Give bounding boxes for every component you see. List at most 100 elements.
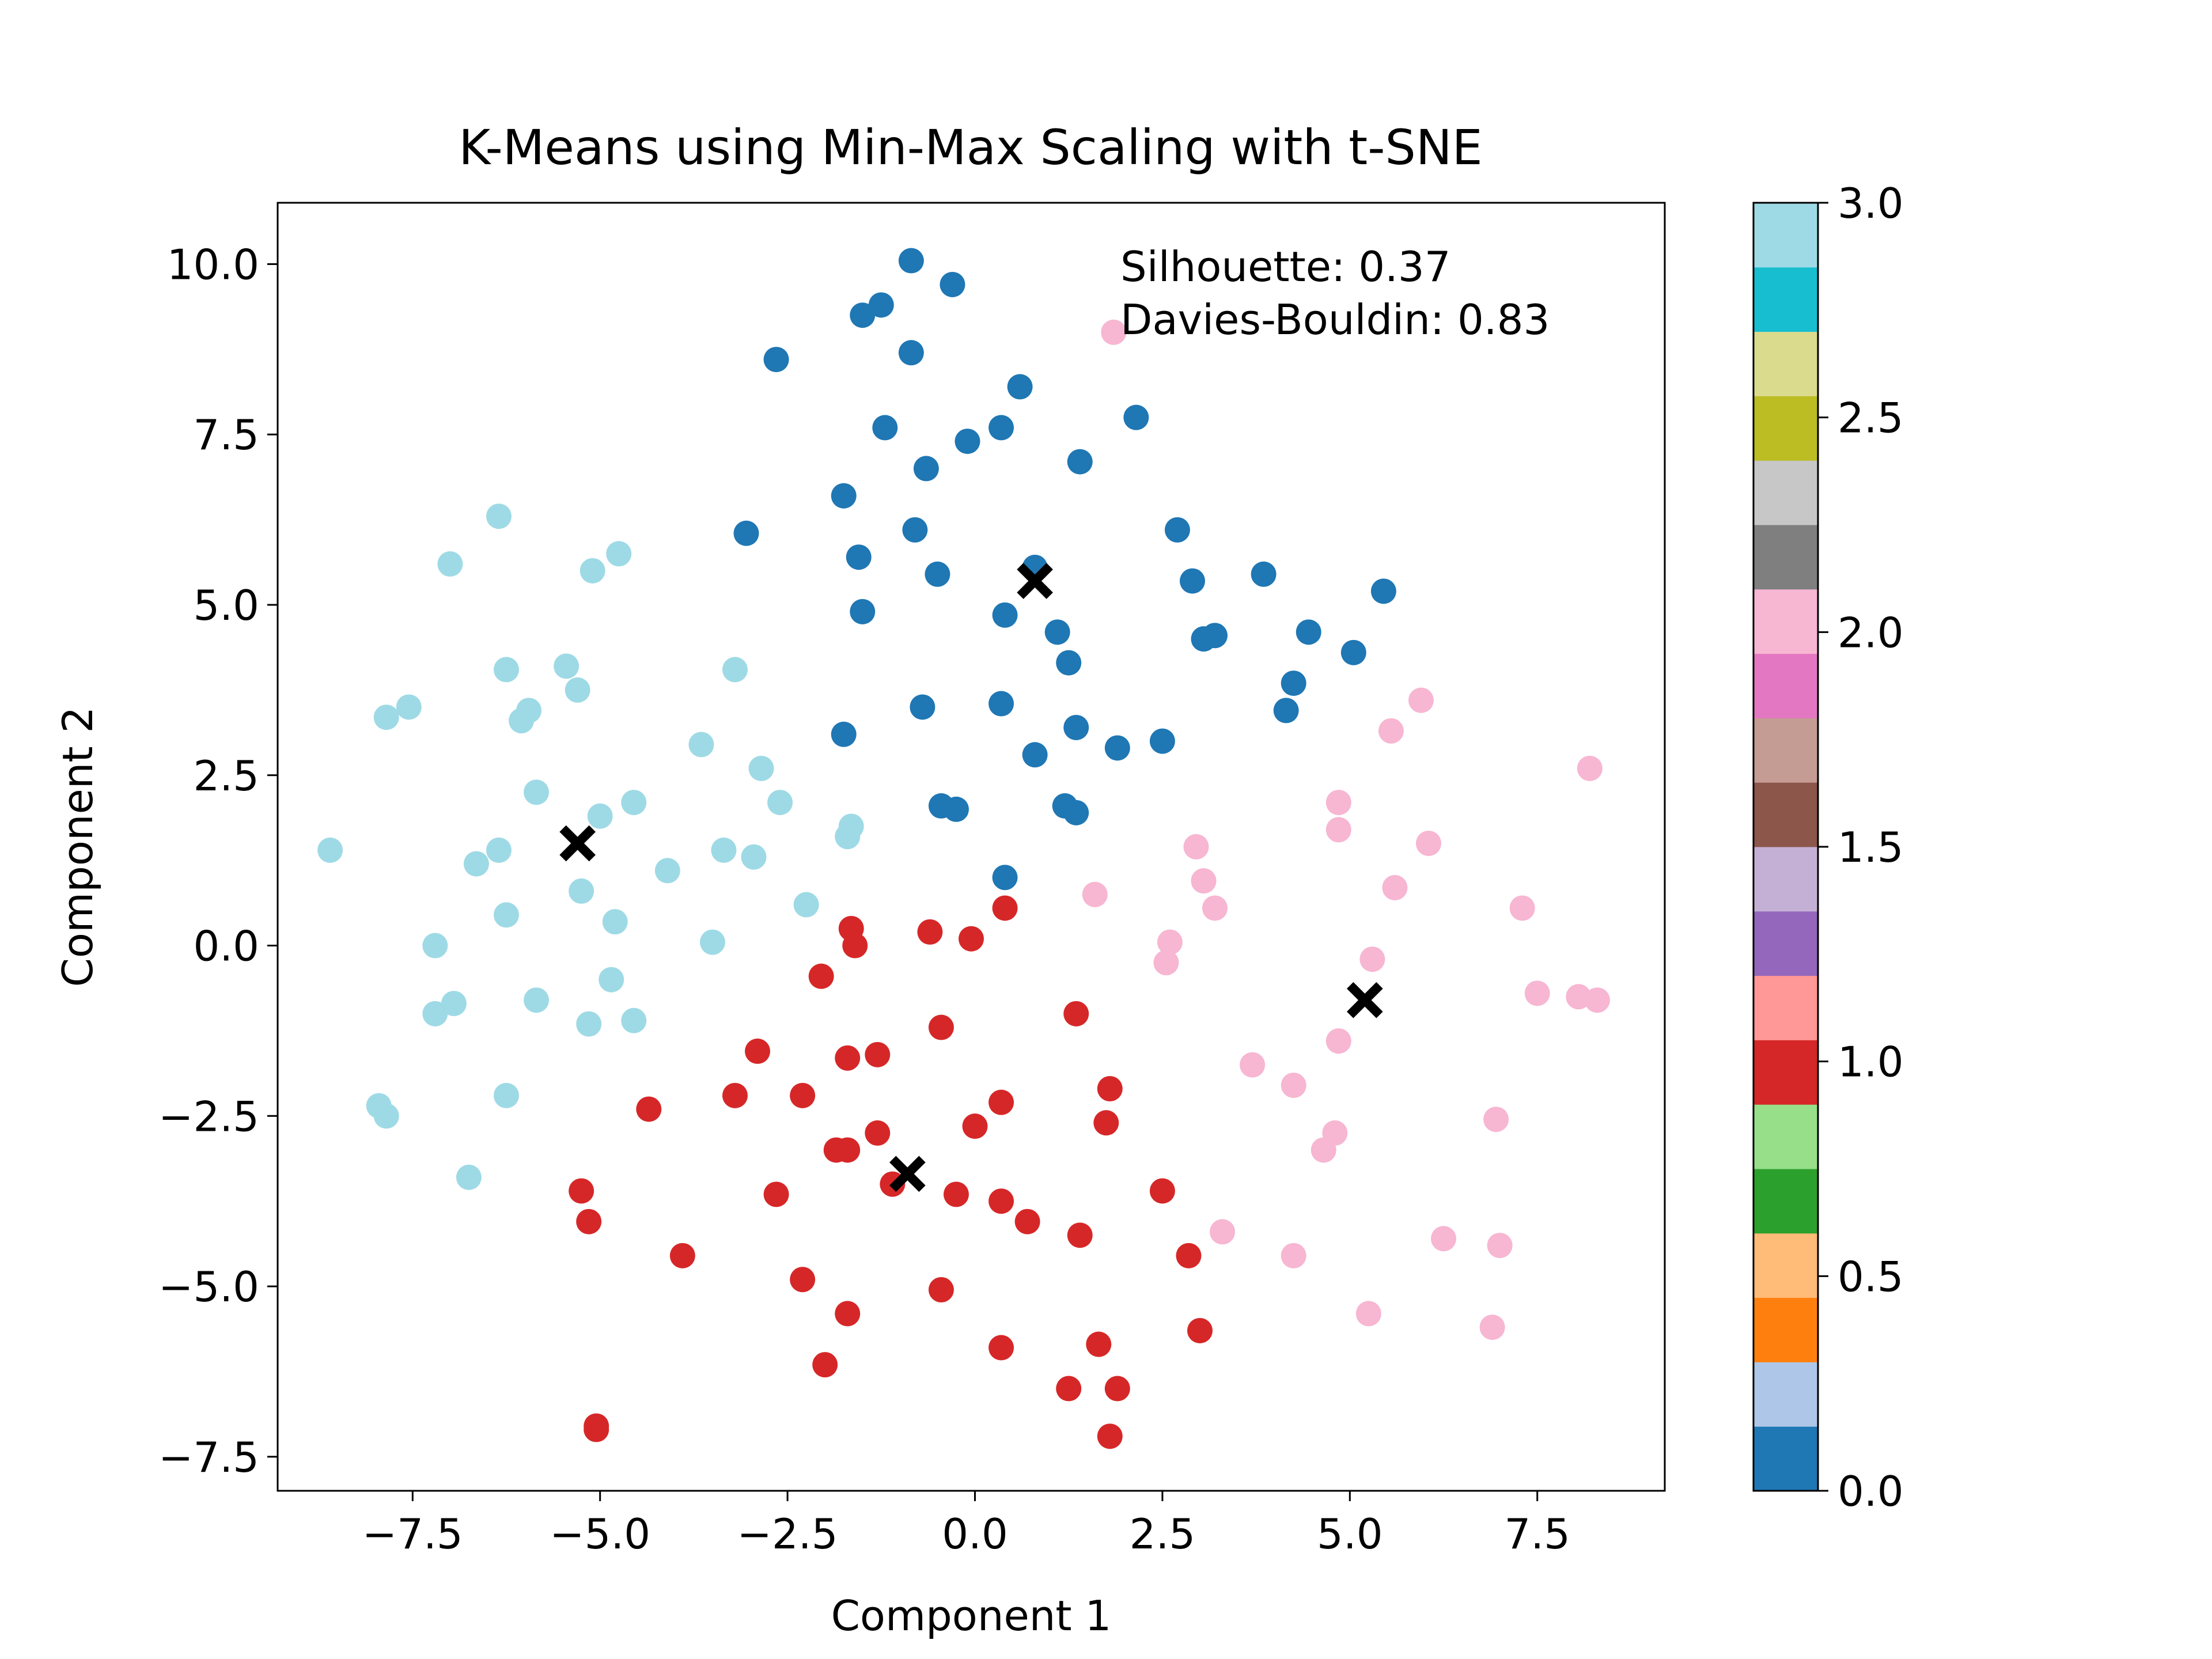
data-point-cluster-3 (699, 929, 725, 955)
data-point-cluster-3 (524, 987, 550, 1013)
centroid-marker-0 (1017, 563, 1053, 599)
data-point-cluster-3 (602, 909, 628, 935)
colorbar-tick-label: 2.0 (1838, 608, 1904, 657)
data-point-cluster-3 (621, 1007, 647, 1033)
data-point-cluster-3 (621, 790, 647, 816)
data-point-cluster-2 (1240, 1052, 1266, 1078)
colorbar-segment (1753, 1362, 1818, 1427)
data-point-cluster-3 (493, 902, 519, 928)
data-point-cluster-0 (988, 415, 1014, 441)
data-point-cluster-1 (1176, 1243, 1202, 1268)
data-point-cluster-0 (1164, 517, 1190, 543)
data-point-cluster-1 (1056, 1376, 1082, 1402)
data-point-cluster-0 (898, 248, 924, 274)
data-point-cluster-3 (486, 503, 512, 529)
data-point-cluster-1 (962, 1113, 988, 1139)
data-point-cluster-2 (1584, 987, 1610, 1013)
data-point-cluster-1 (959, 926, 984, 952)
data-point-cluster-3 (493, 1082, 519, 1108)
data-point-cluster-1 (988, 1335, 1014, 1361)
data-point-cluster-1 (745, 1038, 771, 1064)
x-tick-label: −7.5 (362, 1510, 463, 1558)
colorbar-tick-label: 1.5 (1838, 823, 1904, 872)
data-point-cluster-1 (928, 1277, 954, 1302)
x-tick-label: 0.0 (942, 1510, 1008, 1558)
x-tick-label: 2.5 (1130, 1510, 1196, 1558)
data-point-cluster-0 (1104, 735, 1130, 761)
data-point-cluster-2 (1524, 980, 1550, 1006)
colorbar-segment (1753, 718, 1818, 783)
data-point-cluster-0 (1063, 800, 1089, 825)
data-point-cluster-3 (748, 755, 774, 781)
data-point-cluster-0 (1251, 561, 1277, 587)
data-point-cluster-1 (636, 1096, 662, 1122)
data-point-cluster-3 (741, 844, 767, 870)
data-point-cluster-2 (1153, 950, 1179, 976)
data-point-cluster-2 (1378, 718, 1404, 744)
colorbar-segment (1753, 331, 1818, 396)
data-point-cluster-2 (1191, 868, 1217, 894)
data-point-cluster-0 (1007, 374, 1033, 400)
colorbar-segment (1753, 589, 1818, 654)
data-point-cluster-2 (1325, 790, 1351, 816)
colorbar: 0.0 0.5 1.0 1.5 2.0 2.5 3.0 (1752, 179, 1904, 1516)
data-point-cluster-0 (1056, 650, 1082, 676)
data-point-cluster-0 (1281, 671, 1306, 696)
data-point-cluster-3 (373, 704, 399, 730)
centroid-marker-2 (1347, 982, 1383, 1018)
data-point-cluster-3 (396, 694, 422, 720)
colorbar-segment (1753, 396, 1818, 461)
data-point-cluster-0 (1340, 639, 1366, 665)
data-point-cluster-0 (831, 483, 857, 509)
data-point-cluster-2 (1183, 834, 1209, 859)
data-point-cluster-2 (1509, 895, 1535, 921)
data-point-cluster-1 (722, 1082, 748, 1108)
data-point-cluster-1 (1086, 1331, 1112, 1357)
data-point-cluster-0 (943, 796, 969, 822)
colorbar-segment (1753, 1297, 1818, 1362)
data-point-cluster-1 (1093, 1110, 1119, 1136)
data-point-cluster-3 (463, 851, 489, 877)
y-tick-label: −7.5 (158, 1433, 259, 1482)
data-point-cluster-0 (925, 561, 950, 587)
data-point-cluster-1 (569, 1178, 594, 1204)
data-point-cluster-3 (509, 708, 535, 734)
data-point-cluster-3 (654, 858, 680, 884)
data-point-cluster-3 (606, 541, 632, 567)
data-point-cluster-3 (317, 837, 343, 863)
x-tick-label: 5.0 (1317, 1510, 1383, 1558)
data-point-cluster-2 (1415, 831, 1441, 857)
x-tick-label: 7.5 (1504, 1510, 1570, 1558)
y-tick-label: −2.5 (158, 1092, 259, 1141)
data-point-cluster-2 (1281, 1073, 1306, 1099)
data-point-cluster-3 (722, 657, 748, 683)
data-point-cluster-0 (868, 292, 894, 318)
points-layer (317, 248, 1610, 1449)
data-point-cluster-1 (865, 1120, 891, 1146)
colorbar-segment (1753, 1104, 1818, 1169)
y-tick-label: 5.0 (193, 581, 259, 630)
data-point-cluster-0 (910, 694, 935, 720)
data-point-cluster-2 (1408, 687, 1434, 713)
data-point-cluster-2 (1210, 1219, 1236, 1245)
data-point-cluster-1 (842, 933, 868, 959)
data-point-cluster-3 (835, 824, 861, 850)
x-tick-label: −5.0 (550, 1510, 650, 1558)
colorbar-segment (1753, 782, 1818, 847)
data-point-cluster-1 (669, 1243, 695, 1268)
y-tick-label: 7.5 (193, 411, 259, 459)
chart-title: K-Means using Min-Max Scaling with t-SNE (459, 119, 1483, 176)
data-point-cluster-3 (587, 803, 613, 829)
data-point-cluster-2 (1359, 946, 1385, 972)
y-tick-label: 0.0 (193, 922, 259, 971)
data-point-cluster-0 (1296, 619, 1321, 645)
data-point-cluster-3 (456, 1164, 482, 1190)
centroids-layer (559, 563, 1383, 1192)
data-point-cluster-1 (1097, 1075, 1123, 1101)
data-point-cluster-2 (1281, 1243, 1306, 1268)
x-tick-label: −2.5 (737, 1510, 838, 1558)
data-point-cluster-1 (584, 1416, 609, 1442)
colorbar-tick-label: 2.5 (1838, 394, 1904, 442)
y-tick-label: 10.0 (167, 240, 259, 289)
